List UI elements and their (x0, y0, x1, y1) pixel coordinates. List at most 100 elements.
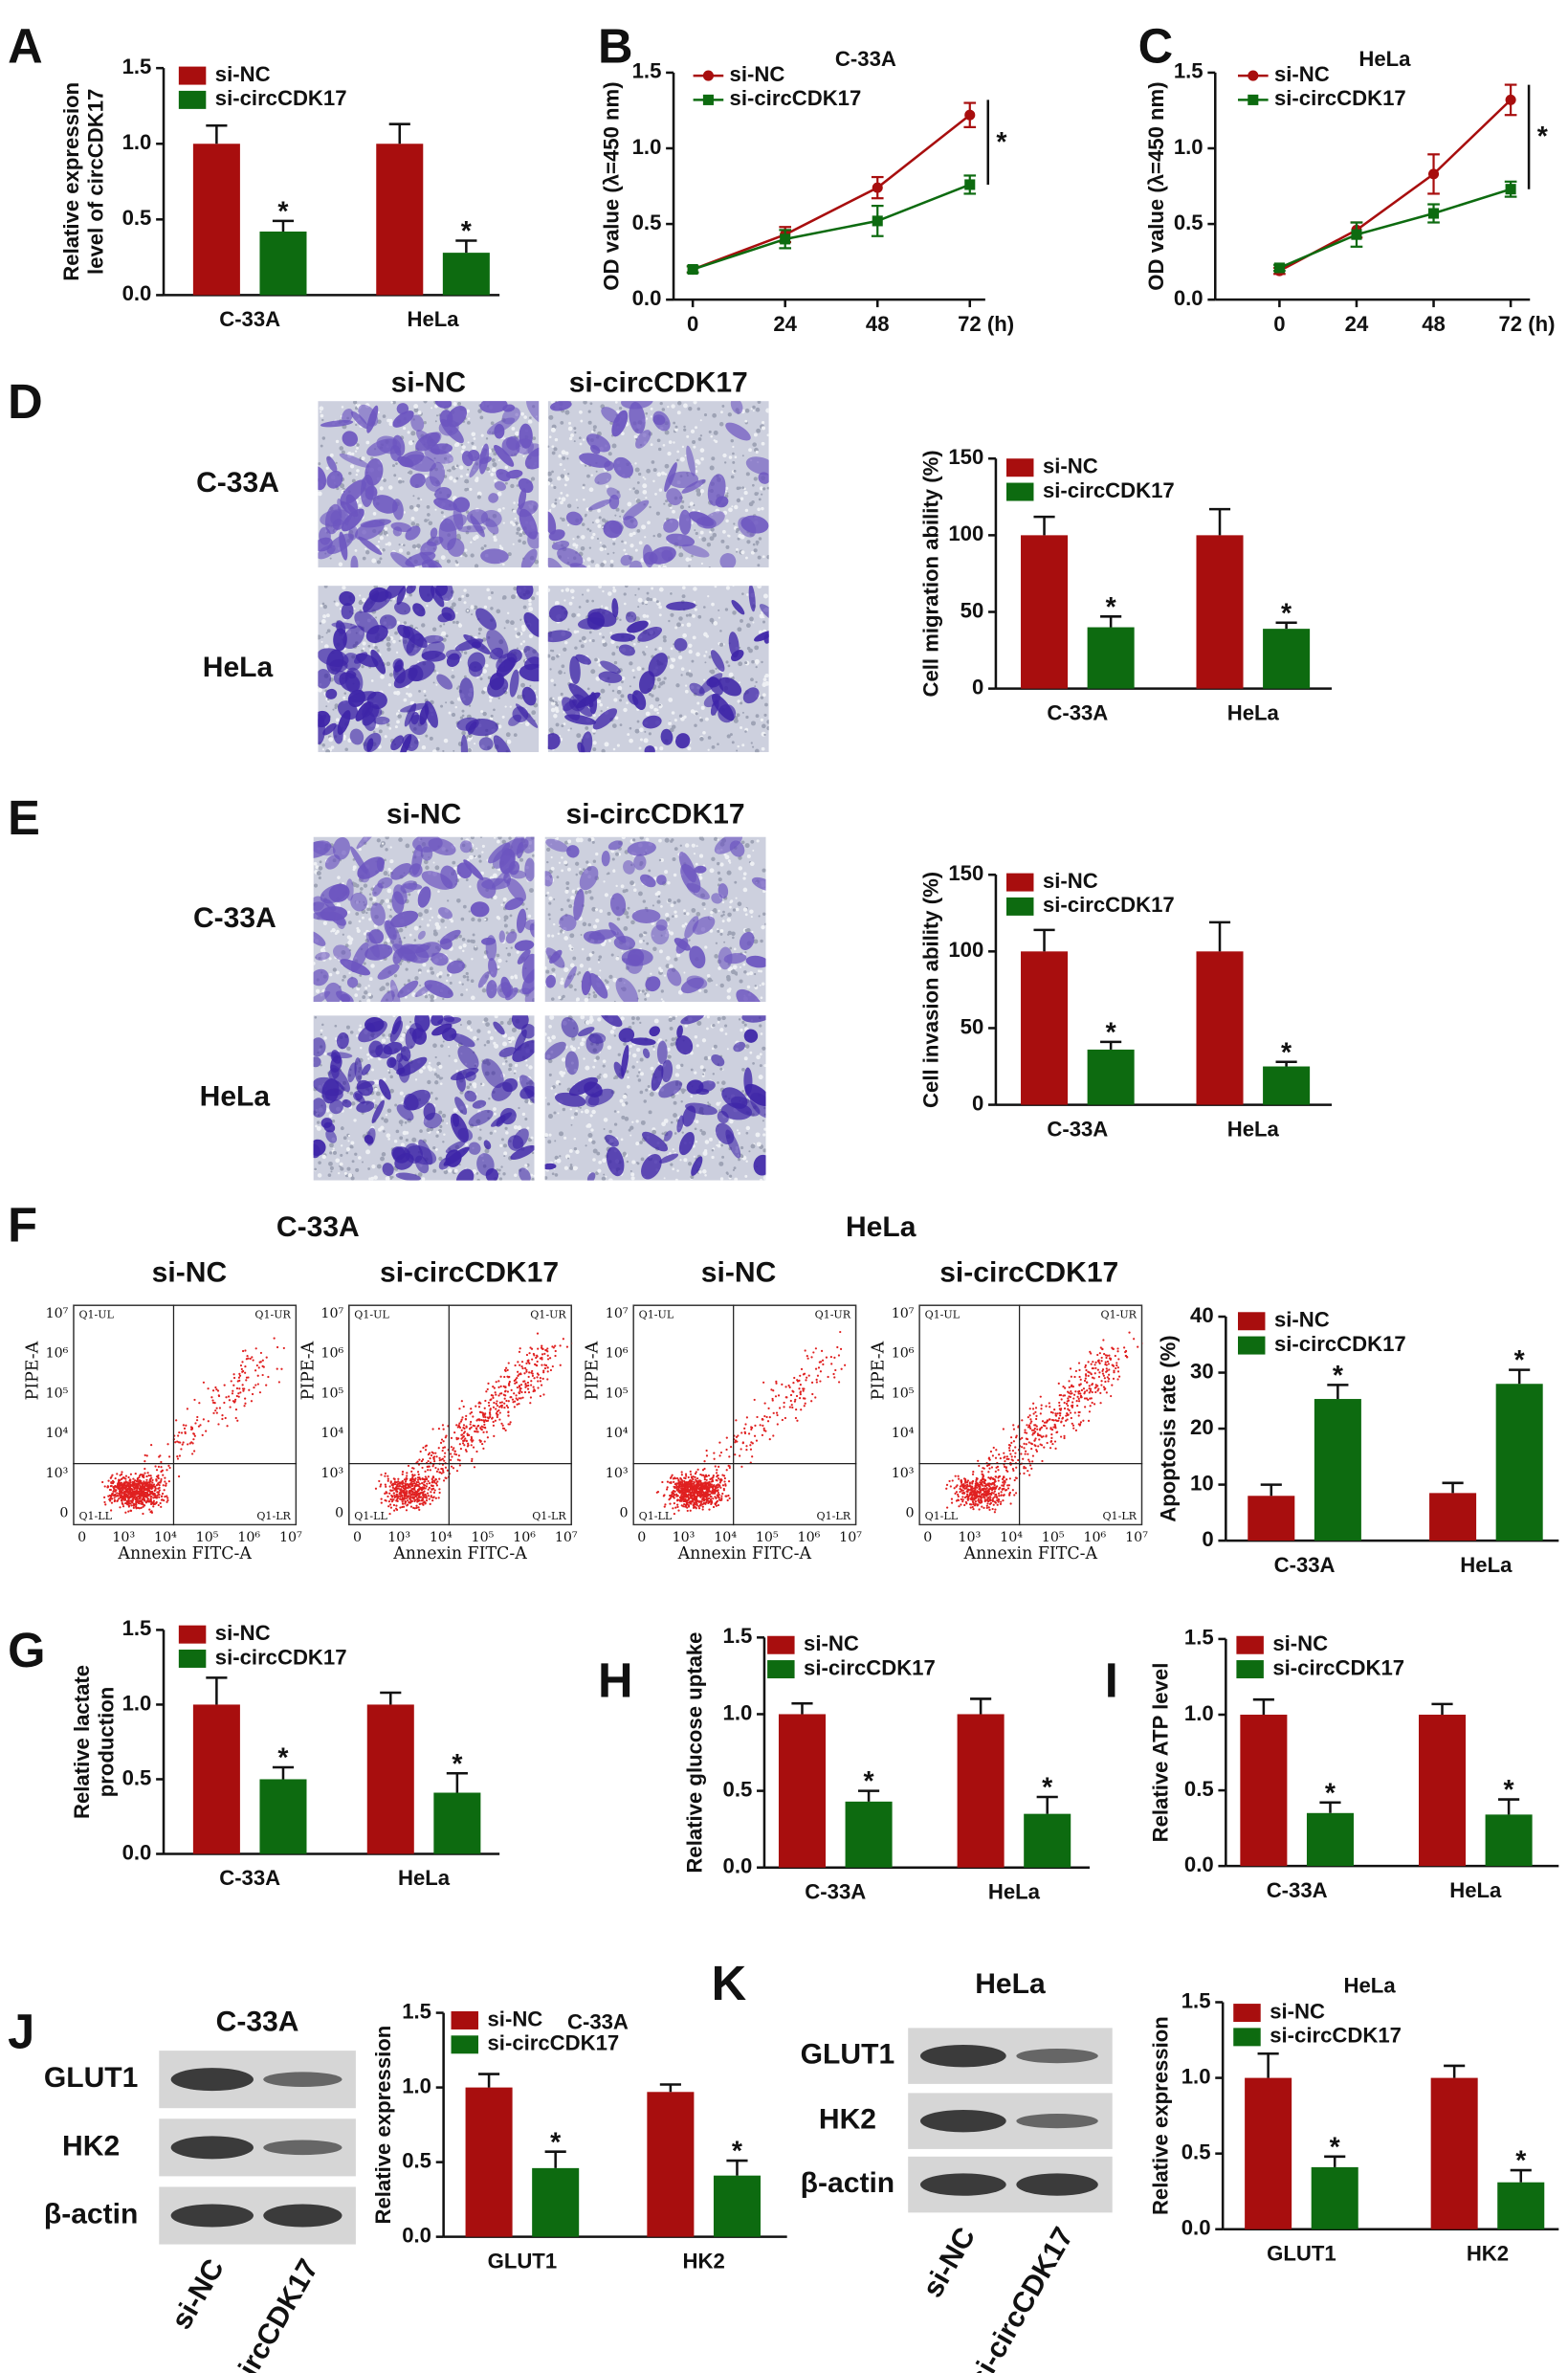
texture (638, 891, 643, 897)
texture (351, 452, 355, 455)
texture (707, 977, 713, 983)
bar (713, 2175, 761, 2237)
texture (584, 997, 589, 1003)
texture (623, 707, 628, 713)
cell (610, 893, 627, 917)
texture (340, 1166, 344, 1171)
texture (403, 427, 407, 431)
texture (642, 489, 648, 495)
texture (389, 1075, 393, 1079)
texture (467, 441, 470, 444)
texture (502, 521, 505, 524)
cell (437, 1016, 462, 1026)
texture (697, 876, 703, 880)
legend-label: si-NC (1272, 1631, 1328, 1655)
texture (713, 621, 718, 626)
texture (416, 503, 421, 508)
texture (351, 1160, 355, 1164)
texture (319, 860, 322, 864)
texture (503, 627, 506, 630)
cell (450, 1067, 479, 1081)
texture (631, 1021, 635, 1025)
texture (672, 509, 675, 514)
texture (481, 987, 487, 993)
texture (743, 1056, 748, 1061)
texture (345, 1025, 350, 1030)
cell (397, 455, 414, 468)
texture (526, 1126, 530, 1130)
texture (729, 946, 733, 950)
texture (554, 1155, 559, 1161)
cell (320, 509, 352, 527)
texture (757, 586, 762, 589)
texture (587, 420, 592, 425)
texture (432, 1168, 437, 1173)
cell (356, 836, 379, 850)
cell (631, 690, 647, 710)
texture (421, 623, 426, 628)
error-bar (380, 1691, 402, 1705)
texture (329, 557, 332, 560)
cell (516, 908, 527, 934)
x-tick-label: HeLa (988, 1879, 1041, 1903)
texture (554, 706, 559, 711)
texture (720, 539, 725, 543)
texture (332, 708, 335, 711)
texture (650, 407, 653, 410)
texture (502, 506, 505, 510)
micrograph (318, 401, 540, 568)
texture (458, 945, 463, 950)
texture (380, 1096, 385, 1099)
texture (652, 597, 657, 602)
texture (386, 647, 391, 652)
texture (708, 655, 712, 659)
texture (496, 915, 500, 920)
cell (516, 586, 534, 600)
texture (404, 1120, 408, 1124)
texture (663, 974, 667, 977)
texture (516, 526, 521, 532)
texture (632, 487, 635, 490)
texture (359, 594, 362, 597)
cell (623, 860, 635, 875)
y-tick-label: 50 (961, 598, 984, 622)
texture (738, 1018, 741, 1021)
legend-swatch (451, 2010, 479, 2029)
y-tick-label: 0.0 (723, 1854, 753, 1878)
texture (313, 883, 319, 888)
texture (516, 484, 519, 487)
y-tick-label: 1.5 (1184, 1626, 1214, 1650)
texture (356, 446, 359, 450)
cell (419, 704, 430, 725)
texture (587, 992, 591, 996)
significance: * (864, 1766, 875, 1797)
cell (510, 870, 527, 879)
texture (680, 674, 683, 676)
texture (470, 605, 475, 610)
texture (597, 961, 600, 964)
texture (629, 1134, 632, 1137)
texture (763, 713, 767, 717)
texture (368, 918, 372, 921)
texture (745, 1125, 751, 1131)
panel-label: F (8, 1198, 37, 1253)
texture (497, 697, 500, 699)
texture (406, 551, 410, 556)
texture (483, 955, 488, 959)
texture (450, 700, 454, 705)
texture (374, 1087, 378, 1092)
texture (490, 473, 495, 477)
texture (562, 455, 566, 460)
texture (473, 605, 478, 610)
texture (755, 680, 758, 684)
texture (529, 416, 532, 419)
texture (460, 917, 465, 921)
texture (563, 647, 567, 652)
texture (590, 560, 595, 564)
micrograph (544, 1015, 766, 1181)
point (1273, 262, 1285, 274)
texture (665, 1039, 668, 1042)
texture (510, 1036, 516, 1041)
texture (669, 664, 674, 670)
cell (629, 560, 643, 568)
